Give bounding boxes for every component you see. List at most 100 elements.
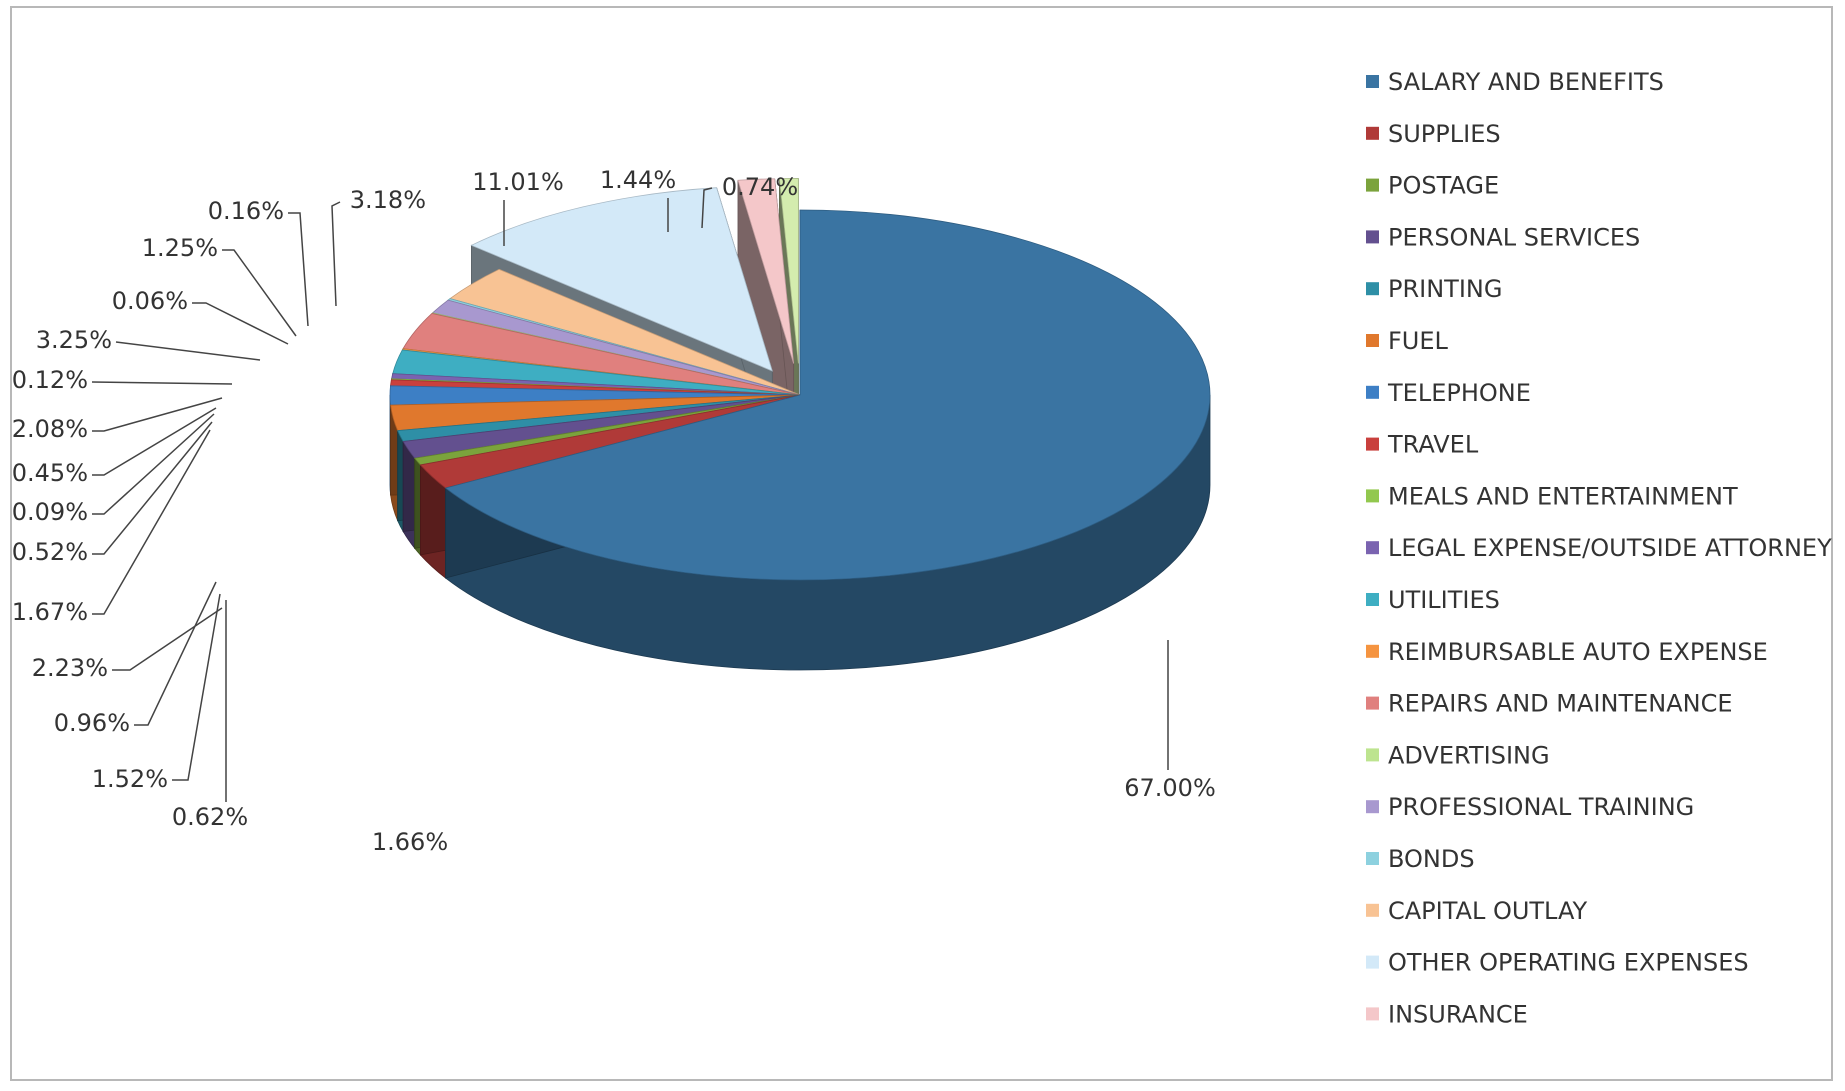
legend-swatch-personal-services	[1366, 230, 1379, 244]
legend-item-capital-outlay[interactable]: CAPITAL OUTLAY	[1366, 897, 1588, 925]
leader-line-meals-and-entertainment	[92, 413, 215, 515]
legend-swatch-meals-and-entertainment	[1366, 489, 1379, 503]
legend-swatch-telephone	[1366, 385, 1379, 399]
data-label-salary-and-benefits: 67.00%	[1124, 774, 1216, 802]
data-label-professional-training: 1.25%	[142, 234, 218, 262]
data-label-advertising: 0.06%	[112, 287, 188, 315]
leader-line-travel	[92, 421, 213, 555]
data-label-travel: 0.52%	[12, 538, 88, 566]
data-label-capital-outlay: 3.18%	[350, 186, 426, 214]
data-label-printing: 0.96%	[54, 709, 130, 737]
leader-line-slice-19	[701, 187, 713, 229]
legend-label-legal-expense-outside-attorney: LEGAL EXPENSE/OUTSIDE ATTORNEY	[1388, 534, 1832, 562]
data-label-slice-19: 0.74%	[722, 173, 798, 201]
legend-item-professional-training[interactable]: PROFESSIONAL TRAINING	[1366, 793, 1694, 821]
legend-swatch-reimbursable-auto-expense	[1366, 644, 1379, 658]
leader-line-reimbursable-auto-expense	[91, 381, 233, 385]
data-label-personal-services: 1.52%	[92, 765, 168, 793]
legend-label-fuel: FUEL	[1388, 327, 1449, 355]
data-label-postage: 0.62%	[172, 803, 248, 831]
legend-item-repairs-and-maintenance[interactable]: REPAIRS AND MAINTENANCE	[1366, 690, 1733, 718]
data-labels: 67.00% 2.23% 0.62%1.52% 0.96% 1.67% 0.52% 0.09…	[12, 166, 1216, 856]
legend: SALARY AND BENEFITS SUPPLIES POSTAGE PERSON…	[1366, 68, 1832, 1028]
legend-item-supplies[interactable]: SUPPLIES	[1366, 120, 1501, 148]
legend-label-bonds: BONDS	[1388, 845, 1475, 873]
leader-lines	[91, 187, 1169, 802]
legend-label-professional-training: PROFESSIONAL TRAINING	[1388, 793, 1694, 821]
data-label-reimbursable-auto-expense: 0.12%	[12, 366, 88, 394]
legend-item-bonds[interactable]: BONDS	[1366, 845, 1475, 873]
legend-swatch-supplies	[1366, 126, 1379, 140]
data-label-legal-expense-outside-attorney: 0.45%	[12, 459, 88, 487]
legend-item-meals-and-entertainment[interactable]: MEALS AND ENTERTAINMENT	[1366, 482, 1738, 510]
legend-label-travel: TRAVEL	[1387, 431, 1479, 459]
legend-label-salary-and-benefits: SALARY AND BENEFITS	[1388, 68, 1664, 96]
data-label-floating: 1.66%	[372, 828, 448, 856]
legend-swatch-travel	[1366, 437, 1379, 451]
data-label-meals-and-entertainment: 0.09%	[12, 498, 88, 526]
slice-slice-19[interactable]	[778, 178, 799, 364]
legend-label-supplies: SUPPLIES	[1388, 120, 1501, 148]
legend-swatch-other-operating-expenses	[1366, 955, 1379, 969]
legend-label-advertising: ADVERTISING	[1388, 741, 1550, 769]
legend-item-salary-and-benefits[interactable]: SALARY AND BENEFITS	[1366, 68, 1664, 96]
legend-swatch-repairs-and-maintenance	[1366, 696, 1379, 710]
legend-item-travel[interactable]: TRAVEL	[1366, 431, 1479, 459]
legend-swatch-fuel	[1366, 334, 1379, 347]
legend-item-insurance[interactable]: INSURANCE	[1366, 1000, 1528, 1028]
data-label-other-operating-expenses: 11.01%	[472, 168, 564, 196]
legend-swatch-salary-and-benefits	[1366, 75, 1379, 88]
legend-swatch-professional-training	[1366, 800, 1379, 814]
data-label-repairs-and-maintenance: 3.25%	[36, 326, 112, 354]
legend-item-other-operating-expenses[interactable]: OTHER OPERATING EXPENSES	[1366, 949, 1749, 977]
legend-label-reimbursable-auto-expense: REIMBURSABLE AUTO EXPENSE	[1388, 638, 1768, 666]
legend-swatch-printing	[1366, 282, 1379, 296]
leader-line-advertising	[192, 302, 289, 345]
legend-label-capital-outlay: CAPITAL OUTLAY	[1388, 897, 1588, 925]
legend-label-insurance: INSURANCE	[1388, 1000, 1528, 1028]
leader-line-legal-expense-outside-attorney	[92, 407, 217, 476]
legend-swatch-legal-expense-outside-attorney	[1366, 541, 1379, 555]
data-label-insurance: 1.44%	[600, 166, 676, 194]
legend-item-telephone[interactable]: TELEPHONE	[1366, 379, 1531, 407]
leader-line-capital-outlay	[331, 201, 341, 307]
leader-line-telephone	[92, 429, 211, 615]
legend-item-fuel[interactable]: FUEL	[1366, 327, 1449, 355]
legend-swatch-insurance	[1366, 1007, 1379, 1021]
legend-swatch-advertising	[1366, 748, 1379, 762]
pie-plot-area	[389, 178, 1211, 671]
legend-label-personal-services: PERSONAL SERVICES	[1388, 223, 1640, 251]
legend-swatch-bonds	[1366, 852, 1379, 865]
legend-swatch-capital-outlay	[1366, 903, 1379, 917]
data-label-telephone: 1.67%	[12, 598, 88, 626]
leader-line-printing	[134, 581, 217, 726]
leader-line-utilities	[92, 397, 223, 432]
leader-line-repairs-and-maintenance	[115, 341, 261, 361]
legend-label-telephone: TELEPHONE	[1387, 379, 1531, 407]
legend-item-personal-services[interactable]: PERSONAL SERVICES	[1366, 223, 1640, 251]
legend-item-reimbursable-auto-expense[interactable]: REIMBURSABLE AUTO EXPENSE	[1366, 638, 1768, 666]
leader-line-bonds	[288, 212, 309, 327]
legend-label-meals-and-entertainment: MEALS AND ENTERTAINMENT	[1388, 482, 1738, 510]
legend-label-repairs-and-maintenance: REPAIRS AND MAINTENANCE	[1388, 690, 1733, 718]
legend-swatch-postage	[1366, 178, 1379, 192]
leader-line-personal-services	[172, 593, 221, 781]
legend-swatch-utilities	[1366, 593, 1379, 606]
slice-insurance[interactable]	[737, 178, 795, 364]
legend-item-postage[interactable]: POSTAGE	[1366, 172, 1499, 200]
legend-item-printing[interactable]: PRINTING	[1366, 275, 1502, 303]
data-label-utilities: 2.08%	[12, 415, 88, 443]
legend-item-legal-expense-outside-attorney[interactable]: LEGAL EXPENSE/OUTSIDE ATTORNEY	[1366, 534, 1832, 562]
slice-other-operating-expenses[interactable]	[470, 187, 773, 372]
leader-line-supplies	[112, 607, 223, 671]
leader-line-professional-training	[222, 249, 297, 337]
legend-label-other-operating-expenses: OTHER OPERATING EXPENSES	[1388, 949, 1749, 977]
legend-label-utilities: UTILITIES	[1388, 586, 1500, 614]
data-label-supplies: 2.23%	[32, 654, 108, 682]
slice-salary-and-benefits[interactable]	[444, 209, 1211, 581]
legend-item-advertising[interactable]: ADVERTISING	[1366, 741, 1550, 769]
legend-label-printing: PRINTING	[1388, 275, 1502, 303]
legend-item-utilities[interactable]: UTILITIES	[1366, 586, 1500, 614]
legend-label-postage: POSTAGE	[1388, 172, 1499, 200]
